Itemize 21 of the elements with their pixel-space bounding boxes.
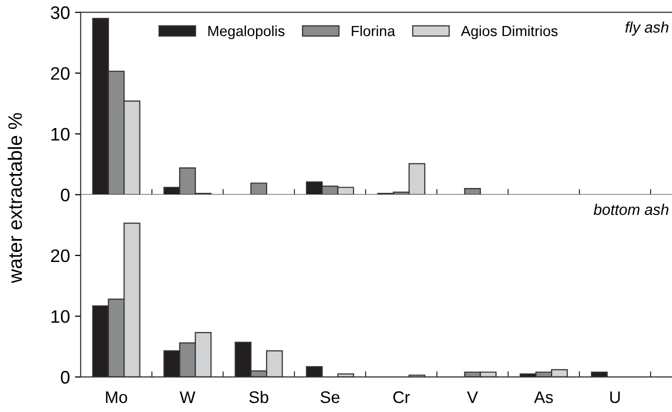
x-tick-label: U [610,391,620,404]
x-tick-label: V [467,391,478,403]
y-tick-label: 20 [51,67,70,80]
x-tick-label: Mo [106,391,128,404]
y-tick-label: 10 [52,310,70,323]
legend-label: Agios Dimitrios [460,25,558,40]
x-tick-label: Se [320,391,340,404]
y-tick-label: 20 [51,249,70,262]
x-tick-label: Cr [393,391,410,404]
x-tick-label: Sb [249,390,268,404]
y-tick-label: 0 [60,188,70,202]
annotation: bottom ash [594,204,668,216]
legend-label: Megalopolis [208,25,284,40]
annotation: fly ash [625,21,668,36]
x-tick-label: W [180,391,196,403]
x-tick-label: As [534,391,553,404]
y-tick-label: 10 [52,128,70,141]
y-axis-title: water extractable % [8,113,22,284]
legend-label: Florina [352,25,396,36]
y-tick-label: 30 [50,6,70,20]
y-tick-label: 0 [60,370,70,384]
